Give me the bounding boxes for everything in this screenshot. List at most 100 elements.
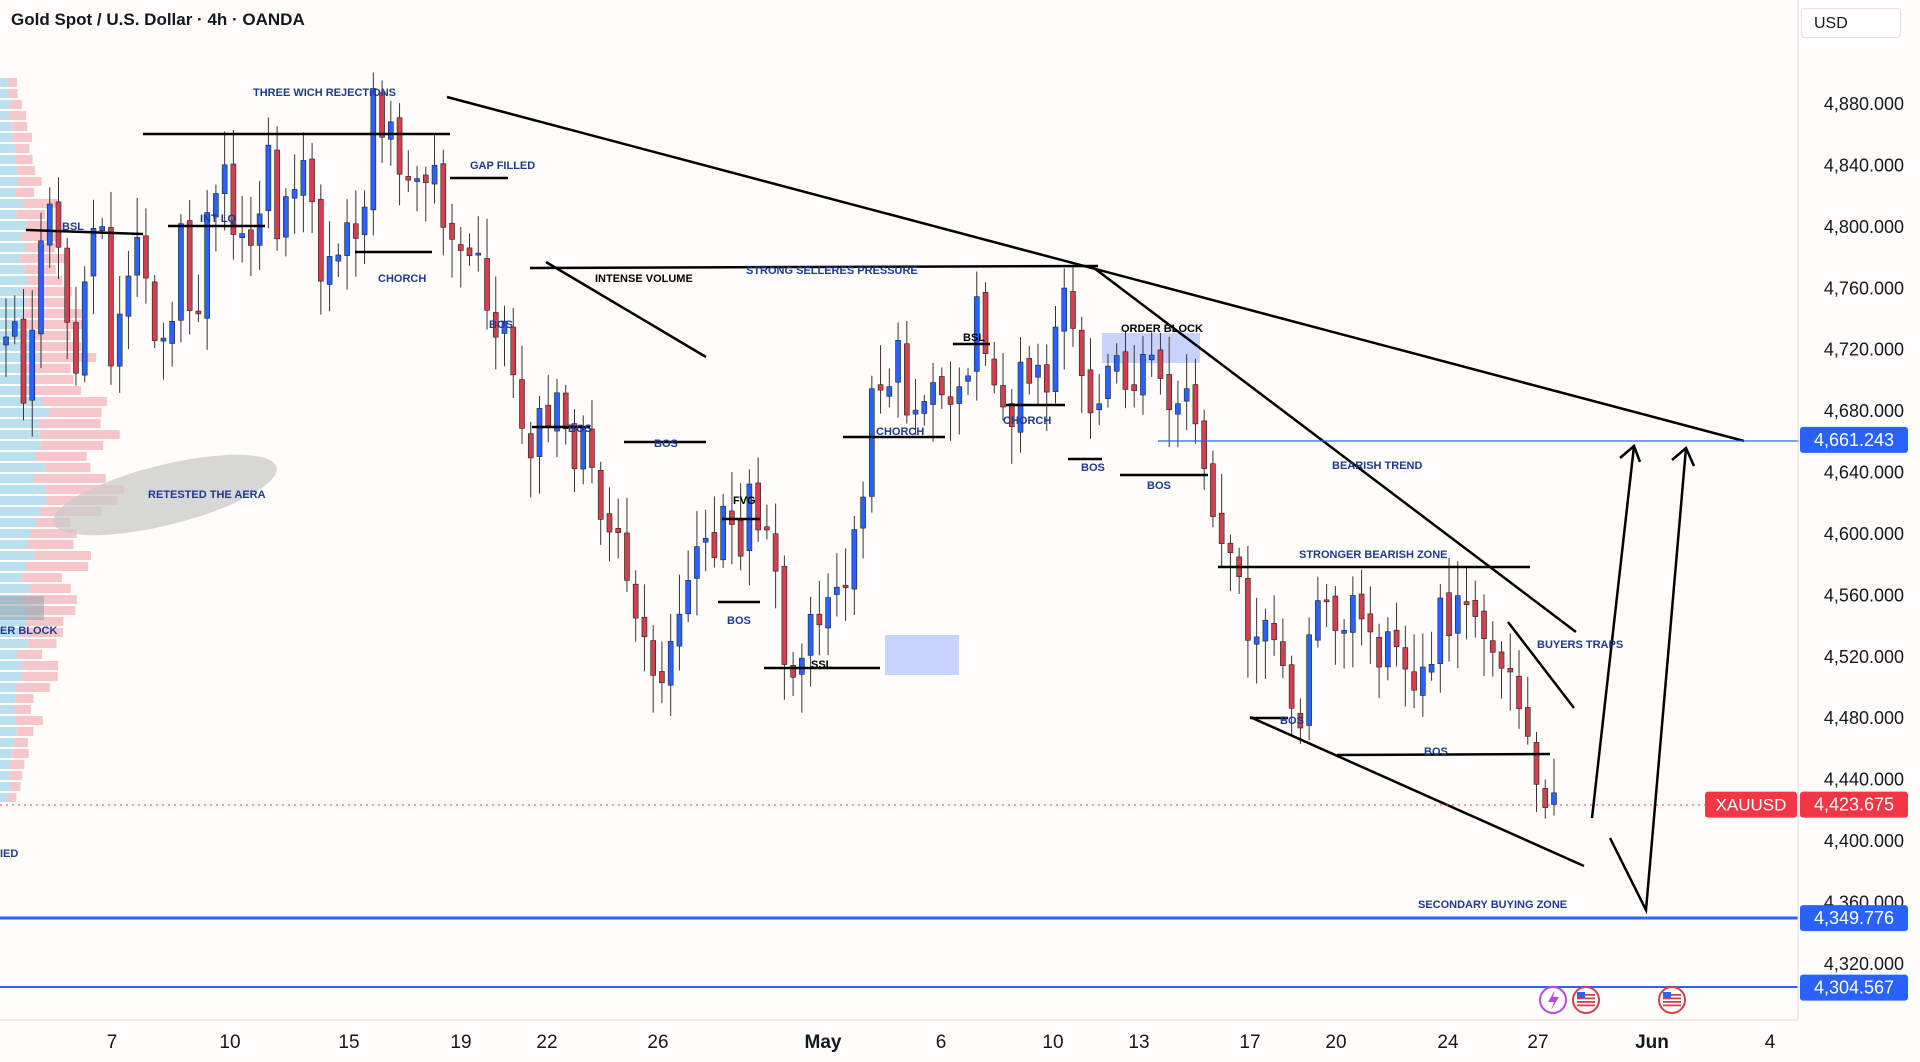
candle-body	[1271, 623, 1277, 641]
profile-bar	[0, 265, 25, 274]
profile-bar	[0, 562, 27, 571]
candle-body	[1454, 595, 1461, 634]
candle-body	[1376, 637, 1382, 668]
candle-body	[256, 213, 263, 246]
candle-body	[510, 326, 517, 376]
profile-bar	[27, 276, 63, 285]
time-tick-label: May	[805, 1032, 842, 1053]
candle-body	[431, 164, 438, 185]
profile-bar	[14, 155, 33, 164]
candle-body	[1008, 403, 1015, 427]
profile-bar	[0, 529, 31, 538]
annotation-label: INTENSE VOLUME	[595, 273, 693, 285]
time-tick-label: 10	[219, 1032, 240, 1053]
lower-channel-line	[1249, 715, 1585, 868]
profile-bar	[16, 650, 43, 659]
profile-bar	[31, 331, 71, 340]
candle-body	[449, 222, 455, 240]
price-tick-label: 4,720.000	[1824, 340, 1904, 360]
profile-bar	[22, 287, 73, 296]
profile-bar	[0, 243, 26, 252]
bearish-trend-line	[1093, 267, 1577, 633]
candle-body	[571, 423, 578, 470]
arrow-head-1	[1619, 443, 1642, 463]
candle-body	[11, 321, 18, 337]
profile-bar	[0, 133, 12, 142]
price-tick-label: 4,640.000	[1824, 463, 1904, 483]
price-tag-label: 4,661.243	[1814, 430, 1894, 450]
profile-bar	[0, 353, 39, 362]
profile-bar	[7, 78, 17, 87]
strong-sellers-line	[529, 264, 1099, 270]
profile-bar	[40, 441, 104, 450]
profile-bar	[8, 89, 18, 98]
time-tick-label: 26	[647, 1032, 668, 1053]
price-tick-label: 4,760.000	[1824, 278, 1904, 298]
candle-body	[1323, 599, 1330, 603]
profile-bar	[21, 672, 58, 681]
candle-body	[1043, 364, 1050, 393]
candle-body	[729, 510, 735, 525]
time-tick-label: 27	[1527, 1032, 1548, 1053]
profile-bar	[0, 540, 28, 549]
candle-body	[886, 386, 893, 397]
candle-body	[659, 671, 665, 684]
profile-bar	[21, 573, 62, 582]
candle-body	[702, 537, 709, 543]
profile-bar	[0, 507, 41, 516]
volume-profile	[0, 78, 125, 802]
profile-bar	[0, 386, 28, 395]
profile-bar	[25, 221, 51, 230]
candle-body	[1227, 542, 1234, 554]
price-tick-label: 4,600.000	[1824, 524, 1904, 544]
candle-body	[562, 392, 569, 430]
candle-body	[204, 212, 210, 319]
profile-bar	[0, 188, 16, 197]
profile-bar	[0, 166, 18, 175]
candle-body	[851, 529, 858, 590]
time-axis[interactable]: 7 10 15 19 22 26 May 6 10 13 17 20 24 27 Jun 4	[0, 1019, 1798, 1053]
profile-bar	[0, 177, 18, 186]
candle-body	[1175, 403, 1181, 415]
time-tick-label: 10	[1042, 1032, 1063, 1053]
candle-body	[99, 226, 106, 231]
profile-bar	[0, 793, 8, 802]
price-tick-label: 4,680.000	[1824, 401, 1904, 421]
candle-body	[1498, 651, 1505, 669]
annotation-label: SSL	[811, 659, 833, 671]
candle-body	[1393, 629, 1400, 647]
order-block-zone-left	[0, 596, 44, 620]
price-tag	[1800, 426, 1908, 453]
candle-body	[291, 189, 298, 199]
candle-body	[1245, 578, 1251, 641]
candle-body	[440, 163, 447, 228]
profile-bar	[10, 760, 25, 769]
candle-body	[764, 526, 770, 531]
profile-bar	[16, 716, 43, 725]
candle-body	[239, 233, 245, 238]
profile-bar	[26, 298, 65, 307]
projection-arrow-2	[1608, 447, 1688, 915]
price-axis[interactable]: 4,880.000 4,840.000 4,800.000 4,760.000 4,72…	[1797, 0, 1920, 1062]
candle-body	[1017, 361, 1024, 433]
currency-button[interactable]: USD	[1801, 8, 1901, 38]
candle-body	[632, 583, 639, 619]
profile-bar	[21, 595, 77, 604]
annotation-label: FVG	[733, 495, 756, 507]
profile-bar	[0, 694, 16, 703]
price-tick-label: 4,800.000	[1824, 217, 1904, 237]
profile-bar	[0, 727, 17, 736]
profile-bar	[9, 771, 23, 780]
event-icons[interactable]	[1539, 986, 1686, 1014]
annotation-label: ORDER BLOCK	[1121, 323, 1203, 335]
price-tag-label: 4,423.675	[1814, 795, 1894, 815]
candle-body	[64, 247, 71, 323]
candle-body	[1524, 707, 1531, 737]
candle-body	[1332, 595, 1339, 631]
candle-body	[1052, 326, 1059, 392]
profile-bar	[23, 199, 60, 208]
profile-bar	[35, 452, 87, 461]
profile-bar	[0, 254, 21, 263]
price-axis-bg	[1799, 0, 1920, 1062]
